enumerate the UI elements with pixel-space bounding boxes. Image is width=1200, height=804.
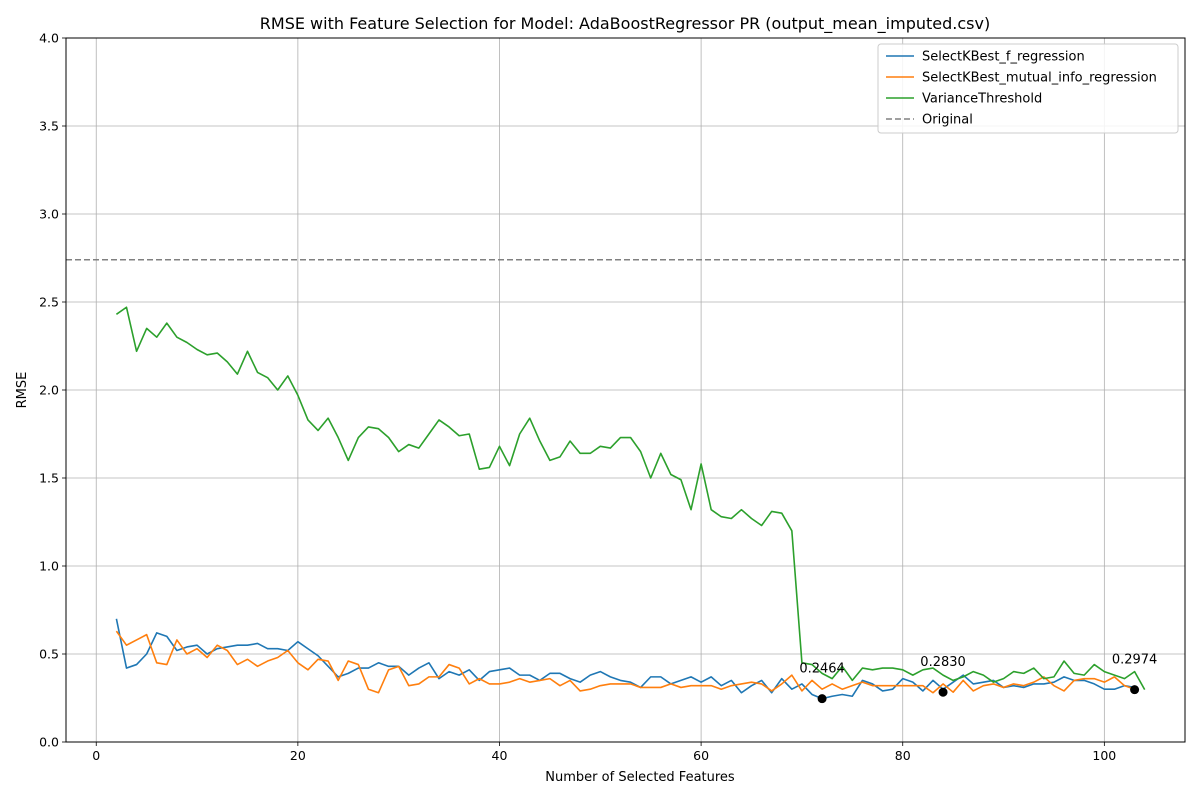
min-point-marker <box>938 687 948 697</box>
y-tick-label: 1.5 <box>39 471 59 486</box>
series-lines <box>66 258 1185 700</box>
y-tick-label: 4.0 <box>39 31 59 46</box>
y-tick-label: 0.5 <box>39 647 59 662</box>
min-point-marker <box>817 694 827 704</box>
x-tick-label: 100 <box>1092 748 1116 763</box>
series-line-variancethreshold <box>115 306 1146 691</box>
legend-box <box>877 43 1179 134</box>
x-axis-label: Number of Selected Features <box>545 770 735 785</box>
legend-label: Original <box>922 113 973 128</box>
y-tick-label: 0.0 <box>39 735 59 750</box>
x-tick-label: 40 <box>492 748 508 763</box>
y-tick-label: 3.5 <box>39 119 59 134</box>
series-line-selectkbest-mutual-info-regression <box>115 630 1135 694</box>
annotations: 0.2464 0.2830 0.2974 <box>799 653 1158 704</box>
x-tick-label: 0 <box>92 748 100 763</box>
x-tick-label: 60 <box>693 748 709 763</box>
min-point-marker <box>1130 685 1140 695</box>
x-tick-label: 80 <box>895 748 911 763</box>
min-point-label: 0.2464 <box>799 662 845 677</box>
legend-label: SelectKBest_f_regression <box>922 50 1085 65</box>
y-tick-label: 3.0 <box>39 207 59 222</box>
min-point-label: 0.2974 <box>1112 653 1158 668</box>
y-axis-label: RMSE <box>15 372 30 409</box>
y-tick-label: 2.0 <box>39 383 59 398</box>
x-tick-label: 20 <box>290 748 306 763</box>
legend-label: VarianceThreshold <box>922 92 1042 107</box>
legend-label: SelectKBest_mutual_info_regression <box>922 71 1157 86</box>
y-tick-label: 2.5 <box>39 295 59 310</box>
axis-ticks: 0 20 40 60 80 100 0.0 0.5 1.0 1.5 2.0 2.5 3.0 3.5 4.0 <box>39 31 1116 764</box>
legend: SelectKBest_f_regression SelectKBest_mutu… <box>877 43 1179 134</box>
min-point-label: 0.2830 <box>920 655 966 670</box>
chart-title: RMSE with Feature Selection for Model: A… <box>260 14 990 34</box>
y-tick-label: 1.0 <box>39 559 59 574</box>
